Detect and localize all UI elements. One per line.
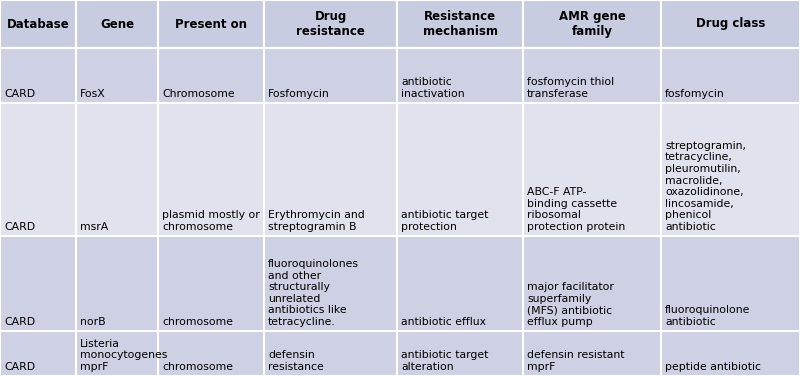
Text: CARD: CARD (4, 362, 35, 372)
Text: Chromosome: Chromosome (162, 89, 234, 99)
Bar (264, 236, 397, 331)
Text: CARD: CARD (4, 317, 35, 327)
Text: chromosome: chromosome (162, 317, 233, 327)
Text: msrA: msrA (80, 222, 108, 232)
Text: FosX: FosX (80, 89, 106, 99)
Text: fluoroquinolones
and other
structurally
unrelated
antibiotics like
tetracycline.: fluoroquinolones and other structurally … (268, 259, 359, 327)
Text: Database: Database (6, 18, 70, 30)
Text: Drug class: Drug class (696, 18, 765, 30)
Text: fosfomycin: fosfomycin (665, 89, 725, 99)
Bar (76, 236, 158, 331)
Text: antibiotic target
alteration: antibiotic target alteration (401, 350, 488, 372)
Text: Listeria
monocytogenes
mprF: Listeria monocytogenes mprF (80, 339, 167, 372)
Text: fluoroquinolone
antibiotic: fluoroquinolone antibiotic (665, 305, 750, 327)
Bar (264, 331, 397, 376)
Bar (158, 103, 264, 236)
Text: Drug
resistance: Drug resistance (296, 10, 365, 38)
Text: streptogramin,
tetracycline,
pleuromutilin,
macrolide,
oxazolidinone,
lincosamid: streptogramin, tetracycline, pleuromutil… (665, 141, 746, 232)
Text: norB: norB (80, 317, 106, 327)
Bar (76, 0, 158, 48)
Bar (0, 48, 76, 103)
Text: Present on: Present on (175, 18, 247, 30)
Bar (523, 48, 661, 103)
Bar (661, 48, 800, 103)
Text: defensin
resistance: defensin resistance (268, 350, 324, 372)
Bar (76, 48, 158, 103)
Bar (158, 236, 264, 331)
Bar (397, 103, 523, 236)
Text: AMR gene
family: AMR gene family (558, 10, 626, 38)
Text: chromosome: chromosome (162, 362, 233, 372)
Bar (661, 236, 800, 331)
Text: CARD: CARD (4, 89, 35, 99)
Text: Fosfomycin: Fosfomycin (268, 89, 330, 99)
Bar (0, 103, 76, 236)
Text: antibiotic
inactivation: antibiotic inactivation (401, 77, 465, 99)
Bar (397, 0, 523, 48)
Text: ABC-F ATP-
binding cassette
ribosomal
protection protein: ABC-F ATP- binding cassette ribosomal pr… (527, 187, 626, 232)
Text: major facilitator
superfamily
(MFS) antibiotic
efflux pump: major facilitator superfamily (MFS) anti… (527, 282, 614, 327)
Text: antibiotic target
protection: antibiotic target protection (401, 211, 488, 232)
Text: Resistance
mechanism: Resistance mechanism (422, 10, 498, 38)
Bar (0, 331, 76, 376)
Bar (661, 103, 800, 236)
Text: peptide antibiotic: peptide antibiotic (665, 362, 761, 372)
Text: plasmid mostly or
chromosome: plasmid mostly or chromosome (162, 211, 260, 232)
Bar (661, 331, 800, 376)
Text: defensin resistant
mprF: defensin resistant mprF (527, 350, 625, 372)
Bar (523, 236, 661, 331)
Text: fosfomycin thiol
transferase: fosfomycin thiol transferase (527, 77, 614, 99)
Text: Erythromycin and
streptogramin B: Erythromycin and streptogramin B (268, 211, 365, 232)
Bar (0, 236, 76, 331)
Bar (397, 48, 523, 103)
Bar (397, 331, 523, 376)
Bar (0, 0, 76, 48)
Bar (523, 331, 661, 376)
Text: antibiotic efflux: antibiotic efflux (401, 317, 486, 327)
Bar (76, 103, 158, 236)
Bar (158, 0, 264, 48)
Bar (397, 236, 523, 331)
Bar (158, 48, 264, 103)
Bar (264, 103, 397, 236)
Bar (264, 0, 397, 48)
Text: Gene: Gene (100, 18, 134, 30)
Bar (264, 48, 397, 103)
Bar (76, 331, 158, 376)
Text: CARD: CARD (4, 222, 35, 232)
Bar (158, 331, 264, 376)
Bar (523, 103, 661, 236)
Bar (661, 0, 800, 48)
Bar (523, 0, 661, 48)
